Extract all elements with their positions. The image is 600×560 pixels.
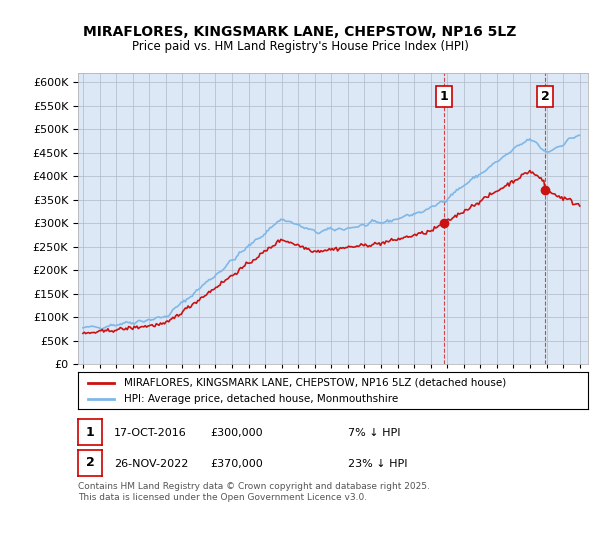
Text: 2: 2: [86, 456, 94, 469]
Text: MIRAFLORES, KINGSMARK LANE, CHEPSTOW, NP16 5LZ (detached house): MIRAFLORES, KINGSMARK LANE, CHEPSTOW, NP…: [124, 377, 506, 388]
Text: Price paid vs. HM Land Registry's House Price Index (HPI): Price paid vs. HM Land Registry's House …: [131, 40, 469, 53]
Text: 2: 2: [541, 90, 550, 103]
Text: Contains HM Land Registry data © Crown copyright and database right 2025.
This d: Contains HM Land Registry data © Crown c…: [78, 482, 430, 502]
Text: HPI: Average price, detached house, Monmouthshire: HPI: Average price, detached house, Monm…: [124, 394, 398, 404]
Text: 1: 1: [86, 426, 94, 438]
Text: 17-OCT-2016: 17-OCT-2016: [114, 428, 187, 438]
Text: MIRAFLORES, KINGSMARK LANE, CHEPSTOW, NP16 5LZ: MIRAFLORES, KINGSMARK LANE, CHEPSTOW, NP…: [83, 25, 517, 39]
Text: 7% ↓ HPI: 7% ↓ HPI: [348, 428, 401, 438]
Text: 1: 1: [440, 90, 448, 103]
Text: 23% ↓ HPI: 23% ↓ HPI: [348, 459, 407, 469]
Text: £370,000: £370,000: [210, 459, 263, 469]
Text: £300,000: £300,000: [210, 428, 263, 438]
Text: 26-NOV-2022: 26-NOV-2022: [114, 459, 188, 469]
